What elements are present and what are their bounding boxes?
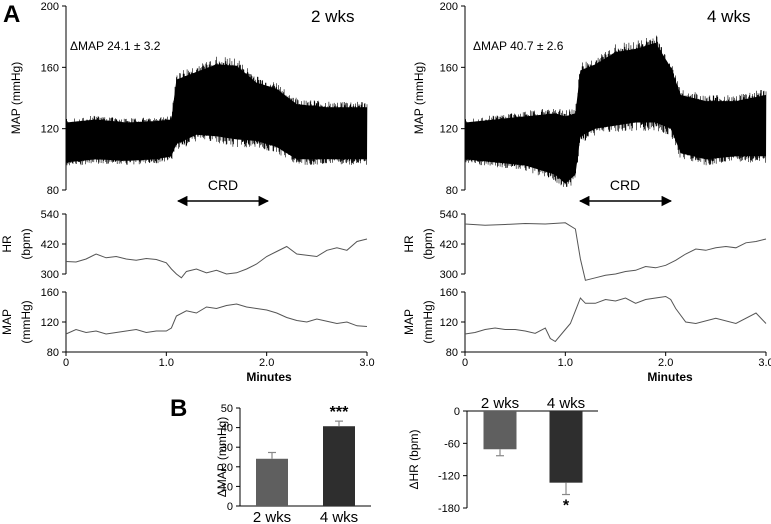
series-trace (464, 35, 767, 187)
y-axis-label: MAP (mmHg) (412, 62, 426, 134)
y-tick-label: 30 (221, 442, 233, 454)
y-tick-label: -60 (444, 438, 460, 450)
significance-marker: *** (330, 404, 349, 421)
x-tick-label: 3.0 (758, 357, 771, 369)
y-tick-label: 80 (47, 185, 59, 197)
chart-hr-4wks: 300 420 540 HR (bpm) (402, 209, 767, 281)
y-tick-label: 160 (440, 287, 458, 299)
left-x-axis-label: Minutes (246, 370, 292, 384)
y-tick-label: -180 (438, 503, 460, 515)
y-axis-label-unit: (mmHg) (19, 300, 33, 343)
y-tick-label: 540 (41, 209, 59, 221)
y-axis-label: MAP (402, 309, 416, 335)
y-tick-label: 420 (41, 239, 59, 251)
y-tick-label: 160 (41, 62, 59, 74)
y-tick-label: 420 (440, 239, 458, 251)
chart-map-raw-4wks: 80 120 160 200 MAP (mmHg) (412, 1, 767, 197)
bar-1 (483, 411, 517, 450)
y-tick-label: 50 (221, 403, 233, 415)
x-tick-label: 0 (462, 357, 468, 369)
left-annotation: ΔMAP 24.1 ± 3.2 (70, 39, 161, 53)
x-tick-label: 1.0 (558, 357, 573, 369)
left-crd-label: CRD (208, 177, 238, 193)
bar-1 (256, 458, 288, 506)
chart-dmap-bar: 0 10 20 30 40 50 ΔMAP (mmHg) 2 wks *** 4 wks (215, 403, 371, 524)
right-annotation: ΔMAP 40.7 ± 2.6 (473, 39, 564, 53)
y-tick-label: 120 (440, 317, 458, 329)
y-axis-label-unit: (bpm) (19, 228, 33, 259)
x-tick-label: 2.0 (658, 357, 673, 369)
y-tick-label: 80 (47, 347, 59, 359)
y-axis-label: HR (0, 235, 14, 253)
y-tick-label: 160 (440, 62, 458, 74)
panel-label-a: A (3, 1, 20, 28)
y-axis-label: HR (402, 235, 416, 253)
series-line (464, 222, 767, 281)
y-tick-label: 120 (440, 124, 458, 136)
y-axis-label: MAP (0, 309, 14, 335)
y-tick-label: 300 (440, 269, 458, 281)
x-tick-label: 3.0 (359, 357, 374, 369)
y-tick-label: 200 (41, 1, 59, 13)
series-line (65, 238, 368, 279)
y-tick-label: 40 (221, 423, 233, 435)
y-tick-label: 160 (41, 287, 59, 299)
chart-hr-2wks: 300 420 540 HR (bpm) (0, 209, 368, 281)
y-axis-label: MAP (mmHg) (9, 62, 23, 134)
right-title: 4 wks (707, 7, 750, 26)
y-tick-label: 0 (227, 501, 233, 513)
bar-2 (549, 411, 583, 483)
bar-2 (323, 426, 355, 506)
y-tick-label: 120 (41, 124, 59, 136)
y-tick-label: 0 (454, 406, 460, 418)
category-label: 4 wks (320, 509, 358, 524)
y-axis-label-unit: (mmHg) (421, 300, 435, 343)
y-tick-label: 540 (440, 209, 458, 221)
right-crd-label: CRD (610, 177, 640, 193)
x-tick-label: 0 (63, 357, 69, 369)
y-tick-label: 10 (221, 481, 233, 493)
panel-label-b: B (170, 395, 187, 422)
series-line (65, 303, 368, 335)
series-trace (65, 56, 368, 166)
chart-map-mean-2wks: 0 1.0 2.0 3.0 80 120 160 MAP (mmHg) (0, 287, 375, 369)
significance-marker: * (563, 498, 570, 515)
left-title: 2 wks (311, 7, 354, 26)
x-tick-label: 1.0 (159, 357, 174, 369)
series-line (464, 295, 767, 343)
y-tick-label: 20 (221, 462, 233, 474)
y-tick-label: 120 (41, 317, 59, 329)
y-axis-label-unit: (bpm) (421, 228, 435, 259)
y-tick-label: 200 (440, 1, 458, 13)
y-axis-label: ΔMAP (mmHg) (215, 417, 229, 497)
y-tick-label: 80 (446, 347, 458, 359)
chart-map-raw-2wks: 80 120 160 200 MAP (mmHg) (9, 1, 368, 197)
chart-dhr-bar: 0 -60 -120 -180 ΔHR (bpm) 2 wks * 4 wks (407, 395, 598, 515)
category-label: 2 wks (253, 509, 291, 524)
y-tick-label: 300 (41, 269, 59, 281)
y-tick-label: -120 (438, 471, 460, 483)
category-label: 4 wks (547, 395, 585, 412)
y-tick-label: 80 (446, 185, 458, 197)
y-axis-label: ΔHR (bpm) (407, 429, 421, 489)
chart-map-mean-4wks: 0 1.0 2.0 3.0 80 120 160 MAP (mmHg) (402, 287, 771, 369)
right-x-axis-label: Minutes (647, 370, 693, 384)
x-tick-label: 2.0 (259, 357, 274, 369)
category-label: 2 wks (481, 395, 519, 412)
